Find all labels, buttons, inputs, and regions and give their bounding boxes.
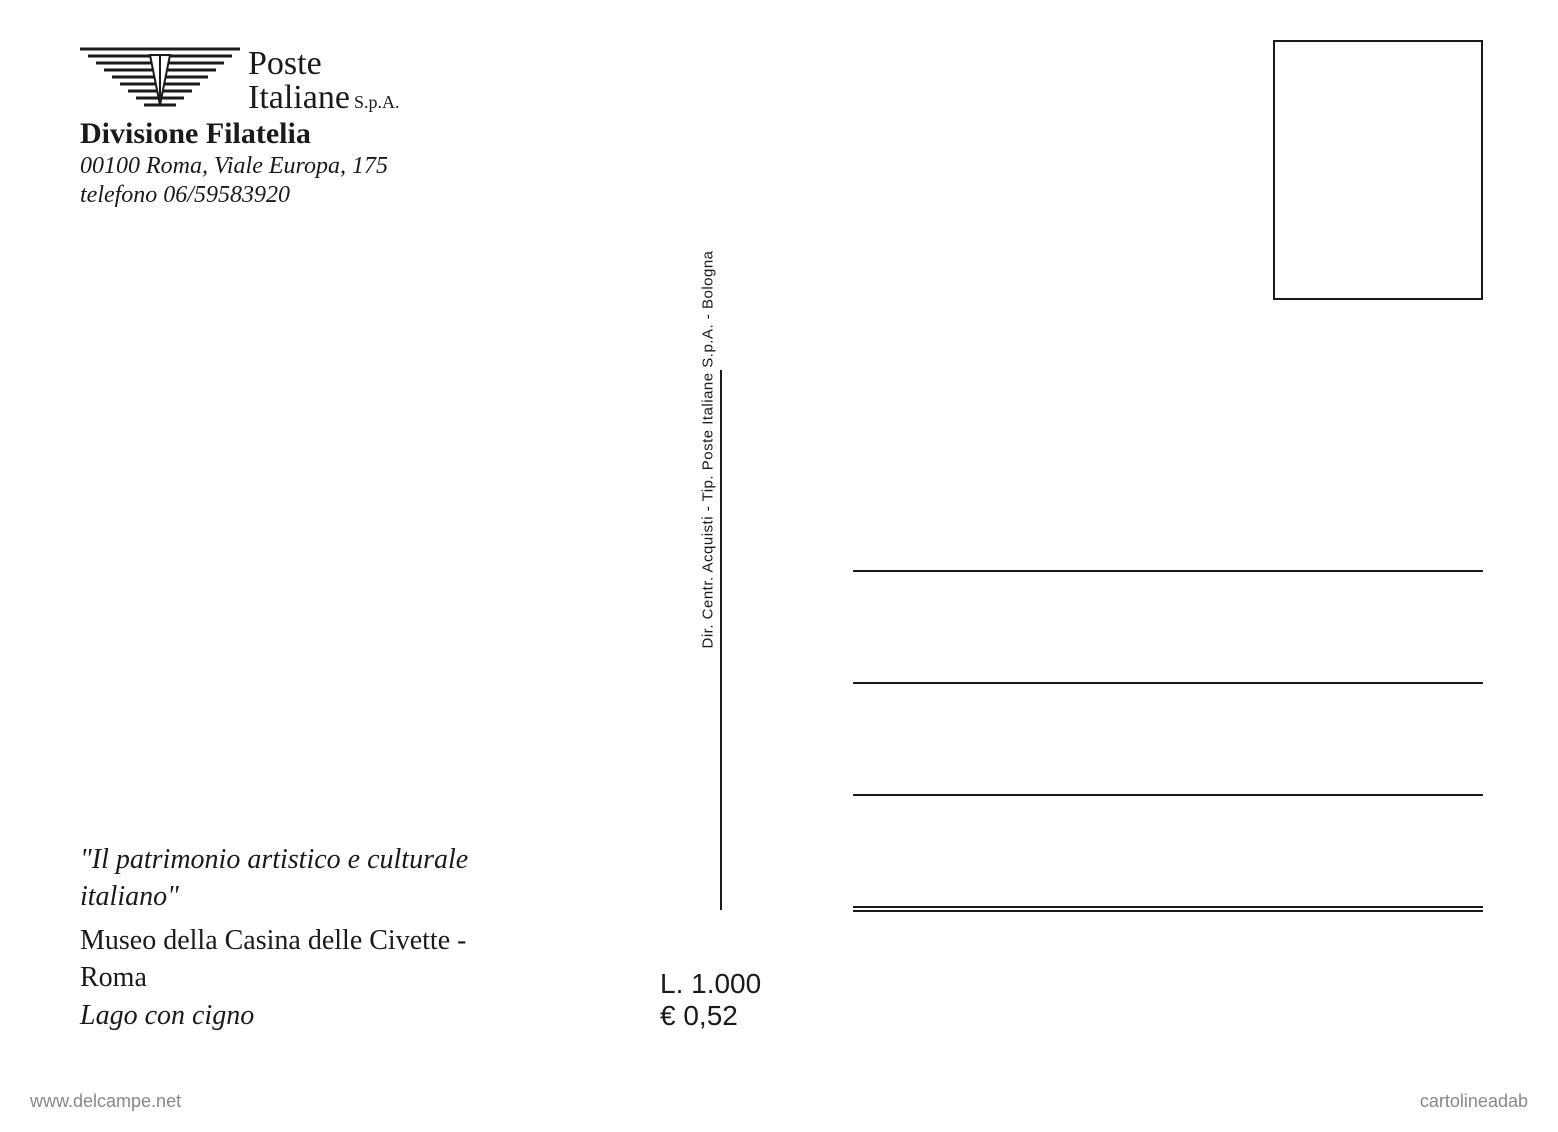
logo-text-block: Poste Italiane S.p.A. xyxy=(248,47,399,115)
address-line-2 xyxy=(853,682,1483,684)
division-text: Divisione Filatelia xyxy=(80,117,399,151)
stamp-placeholder-box xyxy=(1273,40,1483,300)
header-block: Poste Italiane S.p.A. Divisione Filateli… xyxy=(80,45,399,209)
price-euro: € 0,52 xyxy=(660,1000,761,1032)
description-block: "Il patrimonio artistico e culturale ita… xyxy=(80,842,530,1032)
description-title: "Il patrimonio artistico e culturale ita… xyxy=(80,842,530,915)
logo-text-spa: S.p.A. xyxy=(354,92,400,112)
price-block: L. 1.000 € 0,52 xyxy=(660,968,761,1032)
phone-text: telefono 06/59583920 xyxy=(80,182,399,209)
address-line-3 xyxy=(853,794,1483,796)
printer-credit: Dir. Centr. Acquisti - Tip. Poste Italia… xyxy=(700,250,717,648)
vertical-divider xyxy=(720,370,722,910)
poste-italiane-logo-icon xyxy=(80,45,240,115)
address-text: 00100 Roma, Viale Europa, 175 xyxy=(80,151,399,182)
watermark-left: www.delcampe.net xyxy=(30,1091,181,1112)
description-museum: Museo della Casina delle Civette - Roma xyxy=(80,923,530,996)
address-lines-block xyxy=(853,570,1483,912)
description-artwork: Lago con cigno xyxy=(80,1000,530,1032)
logo-text-line1: Poste xyxy=(248,47,399,81)
address-line-1 xyxy=(853,570,1483,572)
address-line-4 xyxy=(853,906,1483,912)
postcard-container: Poste Italiane S.p.A. Divisione Filateli… xyxy=(0,0,1558,1132)
logo-text-line2: Italiane xyxy=(248,79,350,116)
logo-area: Poste Italiane S.p.A. xyxy=(80,45,399,115)
watermark-right: cartolineadab xyxy=(1420,1091,1528,1112)
logo-text-line2-wrapper: Italiane S.p.A. xyxy=(248,81,399,115)
price-lire: L. 1.000 xyxy=(660,968,761,1000)
